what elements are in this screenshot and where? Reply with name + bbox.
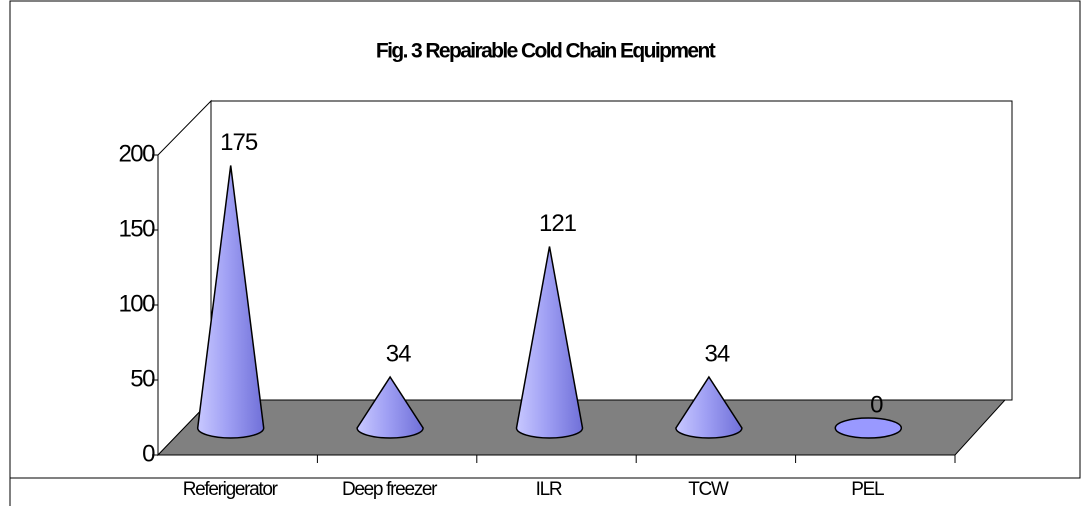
y-tick-label: 200 [118,140,155,167]
back-wall [210,100,1013,401]
x-tick-label: TCW [688,479,729,500]
y-tick-label: 100 [118,290,155,317]
cone [834,417,903,439]
x-tick-label: Referigerator [183,479,279,500]
x-tick-label: ILR [536,479,562,500]
cone [196,165,265,439]
value-label: 34 [705,340,730,367]
chart-title: Fig. 3 Repairable Cold Chain Equipment [376,40,716,63]
value-label: 0 [870,391,883,418]
y-tick-label: 50 [130,365,155,392]
cone [356,375,424,439]
cone [515,246,584,439]
value-label: 34 [386,340,411,367]
x-tick-label: PEL [851,479,884,500]
x-tick-label: Deep freezer [342,479,438,500]
y-tick-label: 0 [142,440,155,467]
value-label: 175 [220,129,258,156]
value-label: 121 [539,210,577,237]
frame [9,0,1081,479]
cone [675,375,743,439]
y-tick-label: 150 [118,215,155,242]
